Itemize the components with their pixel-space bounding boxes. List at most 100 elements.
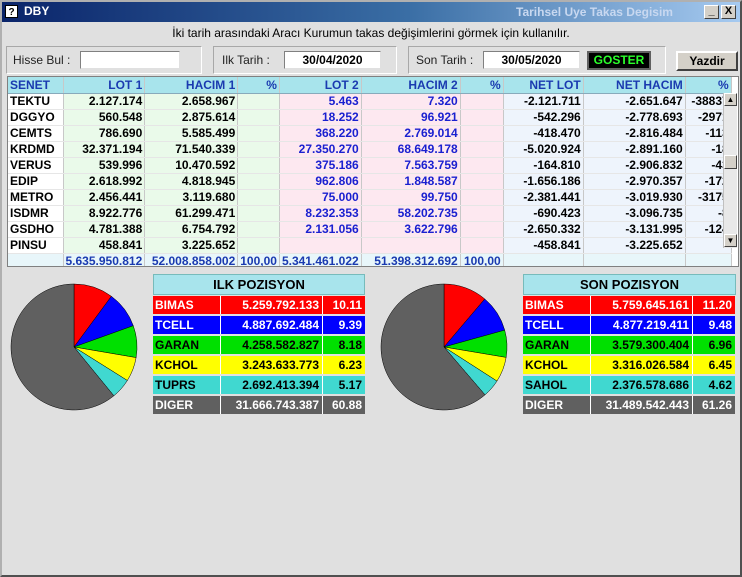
table-cell <box>279 237 362 254</box>
table-cell: 1.848.587 <box>361 173 461 190</box>
table-cell <box>361 237 461 254</box>
column-header[interactable]: SENET <box>8 77 64 94</box>
position-name: SAHOL <box>523 376 591 394</box>
takas-table: SENET LOT 1 HACIM 1% LOT 2 HACIM 2% NET LOT NE… <box>7 76 739 267</box>
table-cell: 560.548 <box>63 109 146 126</box>
column-header[interactable]: HACIM 2 <box>361 77 461 94</box>
close-button[interactable]: X <box>721 5 736 19</box>
column-header[interactable]: NET HACIM <box>583 77 686 94</box>
scroll-down-icon[interactable]: ▼ <box>724 234 737 247</box>
column-header[interactable]: LOT 2 <box>279 77 362 94</box>
position-value: 31.666.743.387 <box>221 396 323 414</box>
table-cell: 32.371.194 <box>63 141 146 158</box>
position-row: BIMAS 5.259.792.133 10.11 <box>153 296 365 314</box>
title-bar[interactable]: ? DBY Tarihsel Uye Takas Degisim _ X <box>2 2 740 22</box>
total-cell <box>685 252 732 266</box>
position-row: TUPRS 2.692.413.394 5.17 <box>153 376 365 394</box>
position-name: TUPRS <box>153 376 221 394</box>
minimize-button[interactable]: _ <box>704 5 719 19</box>
table-row[interactable]: TEKTU 2.127.174 2.658.967 5.463 7.320 -2.121.… <box>8 93 732 110</box>
column-header[interactable]: % <box>460 77 504 94</box>
vertical-scrollbar[interactable]: ▲ ▼ <box>723 93 737 248</box>
position-name: KCHOL <box>523 356 591 374</box>
search-label: Hisse Bul : <box>13 53 71 67</box>
table-cell: -2.650.332 <box>503 221 584 238</box>
position-pct: 60.88 <box>323 396 365 414</box>
table-cell <box>460 173 504 190</box>
table-cell: ISDMR <box>8 205 64 222</box>
position-value: 4.258.582.827 <box>221 336 323 354</box>
table-cell: 96.921 <box>361 109 461 126</box>
end-date-group <box>408 46 666 74</box>
table-row[interactable]: EDIP 2.618.992 4.818.945 962.806 1.848.587 -1… <box>8 173 732 190</box>
table-row[interactable]: KRDMD 32.371.194 71.540.339 27.350.270 68.64… <box>8 141 732 158</box>
table-cell: -2.970.357 <box>583 173 686 190</box>
ilk-pozisyon-title: ILK POZISYON <box>153 274 365 295</box>
table-row[interactable]: ISDMR 8.922.776 61.299.471 8.232.353 58.202.… <box>8 205 732 222</box>
column-header[interactable]: LOT 1 <box>63 77 146 94</box>
position-name: DIGER <box>523 396 591 414</box>
position-value: 2.376.578.686 <box>591 376 693 394</box>
position-row: TCELL 4.887.692.484 9.39 <box>153 316 365 334</box>
column-header[interactable]: HACIM 1 <box>144 77 239 94</box>
position-pct: 6.23 <box>323 356 365 374</box>
table-cell: -2.121.711 <box>503 93 584 110</box>
son-pozisyon-title: SON POZISYON <box>523 274 736 295</box>
table-cell: -1.656.186 <box>503 173 584 190</box>
total-cell: 100,00 <box>237 252 280 266</box>
scroll-thumb[interactable] <box>724 155 737 169</box>
goster-button[interactable]: GOSTER <box>587 51 651 70</box>
table-cell <box>460 205 504 222</box>
position-value: 5.759.645.161 <box>591 296 693 314</box>
position-name: KCHOL <box>153 356 221 374</box>
table-cell: 375.186 <box>279 157 362 174</box>
table-cell: -2.816.484 <box>583 125 686 142</box>
table-cell: EDIP <box>8 173 64 190</box>
table-cell: -2.778.693 <box>583 109 686 126</box>
table-cell <box>237 93 280 110</box>
position-value: 3.316.026.584 <box>591 356 693 374</box>
table-cell <box>237 157 280 174</box>
table-cell: 71.540.339 <box>144 141 239 158</box>
total-cell: 52.008.858.002 <box>144 252 239 266</box>
table-cell: TEKTU <box>8 93 64 110</box>
position-pct: 9.48 <box>693 316 735 334</box>
position-row: BIMAS 5.759.645.161 11.20 <box>523 296 735 314</box>
column-header[interactable]: % <box>685 77 732 94</box>
table-cell <box>460 125 504 142</box>
table-row[interactable]: GSDHO 4.781.388 6.754.792 2.131.056 3.622.79… <box>8 221 732 238</box>
table-cell: 27.350.270 <box>279 141 362 158</box>
table-cell: 2.658.967 <box>144 93 239 110</box>
table-row[interactable]: PINSU 458.841 3.225.652 -458.841 -3.225.652 <box>8 237 732 254</box>
table-cell: 18.252 <box>279 109 362 126</box>
table-row[interactable]: VERUS 539.996 10.470.592 375.186 7.563.759 -1… <box>8 157 732 174</box>
table-cell: -2.651.647 <box>583 93 686 110</box>
position-pct: 8.18 <box>323 336 365 354</box>
position-row: GARAN 3.579.300.404 6.96 <box>523 336 735 354</box>
search-input[interactable] <box>80 51 180 69</box>
table-cell: 786.690 <box>63 125 146 142</box>
column-header[interactable]: % <box>237 77 280 94</box>
table-row[interactable]: DGGYO 560.548 2.875.614 18.252 96.921 -542.29… <box>8 109 732 126</box>
app-icon[interactable]: ? <box>5 5 18 18</box>
table-row[interactable]: METRO 2.456.441 3.119.680 75.000 99.750 -2.38… <box>8 189 732 206</box>
table-row[interactable]: CEMTS 786.690 5.585.499 368.220 2.769.014 -41… <box>8 125 732 142</box>
table-cell: 458.841 <box>63 237 146 254</box>
scroll-up-icon[interactable]: ▲ <box>724 93 737 106</box>
end-date-field[interactable]: 30/05/2020 <box>483 51 580 69</box>
table-cell: -418.470 <box>503 125 584 142</box>
position-row: KCHOL 3.243.633.773 6.23 <box>153 356 365 374</box>
start-date-field[interactable]: 30/04/2020 <box>284 51 381 69</box>
table-cell <box>460 109 504 126</box>
table-cell: -2971 <box>685 109 732 126</box>
yazdir-button[interactable]: Yazdir <box>676 51 738 71</box>
start-date-label: Ilk Tarih : <box>222 53 270 67</box>
column-header[interactable]: NET LOT <box>503 77 584 94</box>
table-cell: -690.423 <box>503 205 584 222</box>
table-cell: 7.320 <box>361 93 461 110</box>
position-name: TCELL <box>523 316 591 334</box>
position-pct: 4.62 <box>693 376 735 394</box>
table-cell <box>685 237 732 254</box>
table-cell: 3.622.796 <box>361 221 461 238</box>
position-pct: 11.20 <box>693 296 735 314</box>
